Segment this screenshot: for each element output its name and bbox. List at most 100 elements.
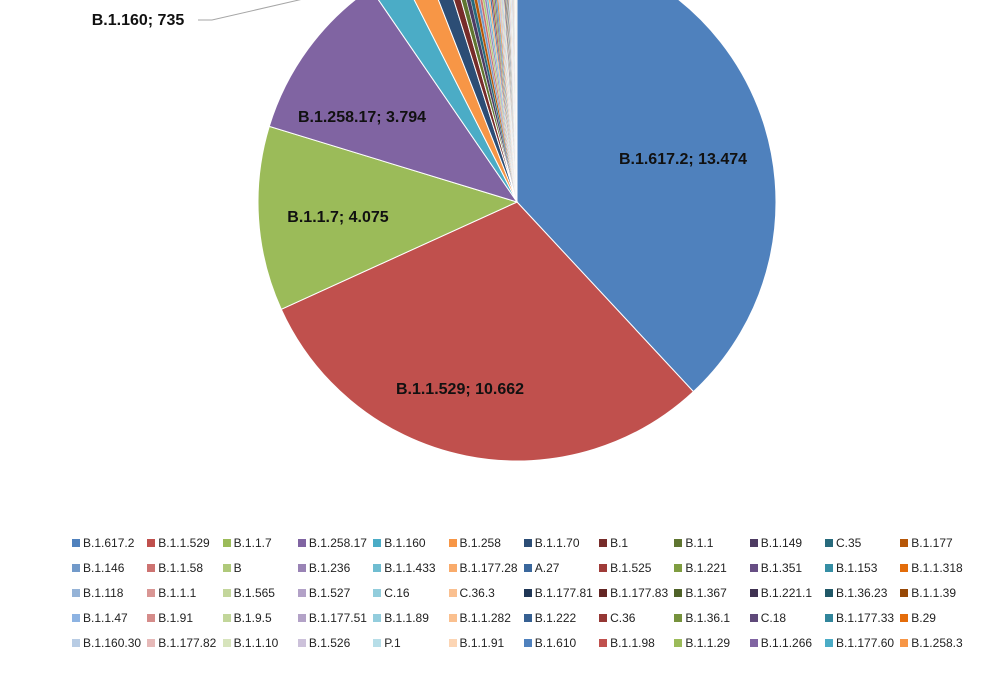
legend-label: B.1.617.2	[83, 536, 135, 550]
legend-label: B.1.1.433	[384, 561, 436, 575]
legend-label: B.1.177.83	[610, 586, 669, 600]
legend-label: B.1.1.58	[158, 561, 203, 575]
legend-entry-b-1-617-2: B.1.617.2	[72, 536, 134, 550]
legend-entry-b-1-36-1: B.1.36.1	[674, 611, 730, 625]
legend-label: B.1.1.39	[911, 586, 956, 600]
legend-entry-b-1-1-529: B.1.1.529	[147, 536, 210, 550]
legend-entry-b-1-1-89: B.1.1.89	[373, 611, 429, 625]
legend-label: B.1.9.5	[233, 611, 272, 625]
legend-entry-b-1-1-39: B.1.1.39	[900, 586, 956, 600]
legend-swatch	[147, 589, 156, 597]
legend-row: B.1.617.2 B.1.1.529 B.1.1.7 B.1.258.17 B.1.1…	[72, 536, 972, 561]
pie-slice-b-1-177	[474, 0, 518, 203]
pie-slice-b-1-177-51	[510, 0, 518, 203]
legend-row: B.1.1.47 B.1.91 B.1.9.5 B.1.177.51 B.1.1.89 B…	[72, 611, 972, 636]
legend-label: A.27	[534, 561, 560, 575]
legend-entry-b-1-118: B.1.118	[72, 586, 123, 600]
legend-entry-b-1-146: B.1.146	[72, 561, 124, 575]
legend-label: B.1.177	[911, 536, 953, 550]
legend-entry-b-1: B.1	[599, 536, 628, 550]
legend-swatch	[297, 564, 306, 572]
legend-label: B.1.258	[459, 536, 501, 550]
legend-label: B.1.222	[534, 611, 577, 625]
legend-entry-b-1-1-266: B.1.1.266	[749, 636, 812, 650]
legend-entry-b-1-351: B.1.351	[749, 561, 802, 575]
legend-swatch	[900, 614, 909, 622]
legend-label: B.1.36.1	[685, 611, 731, 625]
legend-entry-b-1-1-10: B.1.1.10	[222, 636, 278, 650]
legend-label: B.1.160	[384, 536, 426, 550]
legend-entry-b-1-9-5: B.1.9.5	[222, 611, 272, 625]
legend-label: B.1.1	[685, 536, 714, 550]
data-label-b-1-1-7: B.1.1.7; 4.075	[287, 209, 389, 226]
legend-swatch	[900, 639, 909, 647]
legend-entry-b-1-1-47: B.1.1.47	[72, 611, 128, 625]
legend-swatch	[222, 614, 231, 622]
pie-slice-b-1-1-47	[508, 0, 518, 203]
legend-entry-b-1-177-60: B.1.177.60	[825, 636, 894, 650]
pie-slice-b-1-177-83	[505, 0, 518, 203]
legend-label: B.1.1.47	[83, 611, 128, 625]
legend-label: B.1.177.81	[534, 586, 593, 600]
legend-swatch	[825, 614, 833, 622]
legend-swatch	[147, 564, 156, 572]
legend-entry-b-1-527: B.1.527	[297, 586, 351, 600]
pie-slice-b-1-91	[509, 0, 518, 203]
pie-slice-b-1-118	[498, 0, 518, 203]
legend-entry-b-1-36-23: B.1.36.23	[825, 586, 887, 600]
legend-label: B.1.1.7	[233, 536, 272, 550]
legend-swatch	[373, 614, 382, 622]
legend-swatch	[599, 564, 608, 572]
legend-label: B.1.177.51	[308, 611, 367, 625]
legend-swatch	[448, 614, 457, 622]
legend-entry-c-16: C.16	[373, 586, 410, 600]
pie-slice-b-1-1-318	[497, 0, 518, 203]
legend-swatch	[599, 539, 608, 547]
legend-swatch	[523, 589, 532, 597]
legend-entry-b-1-153: B.1.153	[825, 561, 877, 575]
legend-label: B.1.527	[308, 586, 351, 600]
legend-swatch	[72, 564, 80, 572]
pie-slice-b-1-565	[500, 0, 518, 203]
data-label-b-1-258-17: B.1.258.17; 3.794	[298, 109, 426, 126]
legend-swatch	[674, 639, 683, 647]
legend-row: B.1.118 B.1.1.1 B.1.565 B.1.527 C.16 C.36.3 B.…	[72, 586, 972, 611]
legend-label: B.1.525	[610, 561, 652, 575]
legend-swatch	[297, 614, 306, 622]
legend-swatch	[674, 614, 683, 622]
legend-label: B.1.146	[83, 561, 125, 575]
legend-swatch	[222, 564, 231, 572]
legend-swatch	[749, 614, 758, 622]
legend-swatch	[599, 639, 608, 647]
legend-entry-b-1-565: B.1.565	[222, 586, 275, 600]
pie-slice-b-1-258-17	[268, 0, 519, 203]
legend-swatch	[900, 564, 909, 572]
legend-label: B.1.610	[534, 636, 577, 650]
legend-swatch	[222, 639, 231, 647]
legend-entry-b-1-367: B.1.367	[674, 586, 727, 600]
data-labels: B.1.617.2; 13.474 B.1.1.529; 10.662 B.1.1.…	[92, 12, 747, 398]
legend-label: B.1.177.82	[158, 636, 217, 650]
legend-label: B.1.160.30	[83, 636, 142, 650]
legend-entry-b-1-526: B.1.526	[297, 636, 350, 650]
pie-slice-b-1	[453, 0, 518, 203]
legend-swatch	[297, 539, 306, 547]
legend-label: B.1.1.529	[158, 536, 210, 550]
legend-entry-a-27: A.27	[523, 561, 560, 575]
legend-entry-b-1-177-51: B.1.177.51	[297, 611, 367, 625]
pie-slice-b-1-1-39	[508, 0, 518, 203]
legend-entry-b-1-177-82: B.1.177.82	[147, 636, 216, 650]
legend-label: C.36.3	[459, 586, 495, 600]
legend-swatch	[825, 539, 833, 547]
legend-swatch	[72, 614, 80, 622]
legend-label: B.1.258.3	[911, 636, 963, 650]
legend-label: B.1.36.23	[836, 586, 888, 600]
chart-legend: B.1.617.2 B.1.1.529 B.1.1.7 B.1.258.17 B.1.1…	[72, 536, 972, 661]
pie-slice-b-1-1-7	[257, 125, 519, 310]
legend-entry-b-1-1: B.1.1	[674, 536, 713, 550]
legend-label: B.1.118	[83, 586, 124, 600]
legend-label: B.1.221.1	[760, 586, 813, 600]
legend-swatch	[523, 564, 532, 572]
legend-entry-b-1-149: B.1.149	[749, 536, 802, 550]
legend-entry-c-18: C.18	[749, 611, 786, 625]
